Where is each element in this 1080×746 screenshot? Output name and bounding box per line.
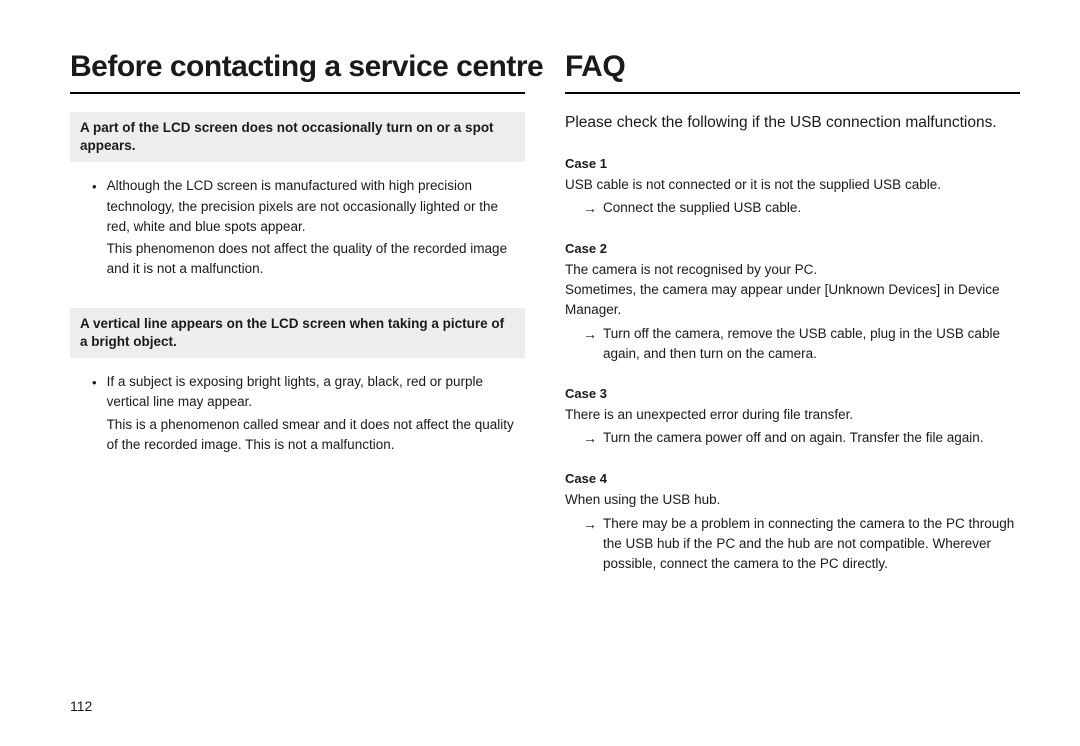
arrow-text: Turn the camera power off and on again. … <box>603 428 983 449</box>
case-action: → There may be a problem in connecting t… <box>565 514 1020 575</box>
arrow-text: Turn off the camera, remove the USB cabl… <box>603 324 1020 365</box>
arrow-icon: → <box>583 324 597 365</box>
callout-vertical-line: A vertical line appears on the LCD scree… <box>70 308 525 358</box>
case-label: Case 3 <box>565 386 1020 401</box>
bullet-icon: • <box>92 176 97 279</box>
follow-text: This phenomenon does not affect the qual… <box>107 239 519 280</box>
arrow-text: There may be a problem in connecting the… <box>603 514 1020 575</box>
callout-lcd-spots: A part of the LCD screen does not occasi… <box>70 112 525 162</box>
bullet-text: Although the LCD screen is manufactured … <box>107 176 519 237</box>
arrow-icon: → <box>583 428 597 449</box>
body-vertical-line: • If a subject is exposing bright lights… <box>70 372 525 455</box>
page-number: 112 <box>70 698 92 714</box>
case-body: There is an unexpected error during file… <box>565 405 1020 425</box>
section-lcd-spots: A part of the LCD screen does not occasi… <box>70 112 525 280</box>
case-body: USB cable is not connected or it is not … <box>565 175 1020 195</box>
case-body: When using the USB hub. <box>565 490 1020 510</box>
bullet-text: If a subject is exposing bright lights, … <box>107 372 519 413</box>
left-heading: Before contacting a service centre <box>70 50 525 94</box>
faq-intro: Please check the following if the USB co… <box>565 112 1020 134</box>
right-column: FAQ Please check the following if the US… <box>565 50 1020 716</box>
section-vertical-line: A vertical line appears on the LCD scree… <box>70 308 525 455</box>
case-action: → Turn the camera power off and on again… <box>565 428 1020 449</box>
case-2: Case 2 The camera is not recognised by y… <box>565 241 1020 364</box>
case-action: → Connect the supplied USB cable. <box>565 198 1020 219</box>
case-4: Case 4 When using the USB hub. → There m… <box>565 471 1020 574</box>
case-action: → Turn off the camera, remove the USB ca… <box>565 324 1020 365</box>
faq-heading: FAQ <box>565 50 1020 94</box>
follow-text: This is a phenomenon called smear and it… <box>107 415 519 456</box>
arrow-icon: → <box>583 514 597 575</box>
case-1: Case 1 USB cable is not connected or it … <box>565 156 1020 219</box>
case-label: Case 1 <box>565 156 1020 171</box>
arrow-text: Connect the supplied USB cable. <box>603 198 801 219</box>
body-lcd-spots: • Although the LCD screen is manufacture… <box>70 176 525 279</box>
manual-page: Before contacting a service centre A par… <box>0 0 1080 746</box>
case-label: Case 2 <box>565 241 1020 256</box>
arrow-icon: → <box>583 198 597 219</box>
case-label: Case 4 <box>565 471 1020 486</box>
bullet-icon: • <box>92 372 97 455</box>
left-column: Before contacting a service centre A par… <box>70 50 525 716</box>
case-body: The camera is not recognised by your PC.… <box>565 260 1020 321</box>
case-3: Case 3 There is an unexpected error duri… <box>565 386 1020 449</box>
